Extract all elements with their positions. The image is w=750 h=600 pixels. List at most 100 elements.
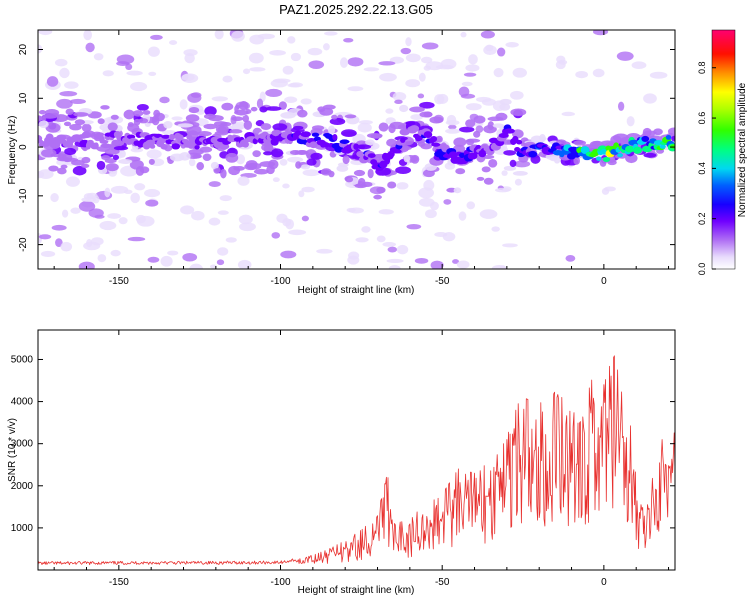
spectrogram-cell bbox=[417, 93, 425, 99]
spectrogram-cell bbox=[342, 155, 350, 165]
spectrogram-cell bbox=[55, 238, 63, 248]
spectrogram-cell bbox=[93, 142, 99, 150]
spectrogram-cell bbox=[510, 108, 527, 116]
spectrogram-cell bbox=[626, 116, 635, 127]
spectrogram-cell bbox=[295, 161, 302, 169]
spectrogram-cell bbox=[514, 178, 522, 186]
spectrogram-cell bbox=[409, 106, 425, 113]
spectrogram-cell bbox=[320, 142, 331, 148]
spectrogram-cell bbox=[182, 252, 198, 262]
spectrogram-cell bbox=[64, 147, 77, 156]
spectrogram-cell bbox=[458, 86, 470, 97]
spectrogram-cell bbox=[479, 209, 498, 219]
spectrogram-cell bbox=[231, 116, 244, 122]
spectrogram-cell bbox=[191, 210, 205, 221]
spectrogram-cell bbox=[239, 100, 249, 111]
spectrogram-cell bbox=[185, 114, 200, 123]
spectrogram-cell bbox=[260, 123, 272, 131]
spectrogram-cell bbox=[329, 117, 346, 126]
spectrogram-cell bbox=[45, 122, 61, 133]
spectrogram-cell bbox=[210, 161, 219, 170]
spectrogram-cell bbox=[183, 49, 198, 57]
spectrogram-y-tick-label: 20 bbox=[18, 44, 29, 56]
spectrogram-cell bbox=[610, 135, 622, 145]
spectrogram-cell bbox=[430, 136, 438, 143]
spectrogram-cell bbox=[558, 59, 568, 65]
colorbar-label: Normalized spectral amplitude bbox=[737, 82, 748, 217]
spectrogram-cell bbox=[144, 188, 161, 198]
spectrogram-cell bbox=[127, 236, 146, 242]
spectrogram-cell bbox=[160, 255, 173, 267]
spectrogram-cell bbox=[491, 226, 500, 232]
spectrogram-cell bbox=[237, 176, 250, 186]
spectrogram-cell bbox=[309, 141, 318, 149]
spectrogram-cell bbox=[389, 121, 405, 130]
spectrogram-cell bbox=[69, 98, 86, 105]
spectrogram-cell bbox=[343, 37, 354, 43]
spectrogram-cell bbox=[567, 152, 577, 160]
spectrogram-cell bbox=[61, 209, 69, 218]
spectrogram-cell bbox=[225, 237, 237, 243]
spectrogram-cell bbox=[357, 177, 366, 188]
spectrogram-cell bbox=[249, 34, 265, 45]
spectrogram-cell bbox=[171, 116, 183, 121]
spectrogram-cell bbox=[659, 144, 666, 149]
spectrogram-cell bbox=[96, 160, 106, 170]
spectrogram-cell bbox=[456, 260, 470, 269]
spectrogram-cell bbox=[216, 259, 225, 266]
spectrogram-cell bbox=[665, 134, 672, 140]
spectrogram-cell bbox=[376, 235, 386, 243]
spectrogram-cell bbox=[217, 247, 229, 256]
spectrogram-cell bbox=[418, 197, 435, 207]
spectrogram-cell bbox=[194, 145, 200, 150]
spectrogram-cell bbox=[357, 122, 372, 133]
colorbar-tick-label: 0.2 bbox=[697, 212, 707, 225]
spectrogram-cell bbox=[667, 127, 675, 136]
spectrogram-cell bbox=[204, 106, 217, 116]
spectrogram-cell bbox=[328, 170, 335, 178]
spectrogram-cell bbox=[181, 73, 195, 81]
spectrogram-cell bbox=[127, 122, 134, 127]
spectrogram-cell bbox=[118, 159, 133, 165]
spectrogram-cell bbox=[385, 108, 394, 114]
spectrogram-x-tick-label: 0 bbox=[601, 276, 607, 287]
spectrogram-cell bbox=[483, 45, 497, 56]
spectrogram-cell bbox=[78, 201, 96, 212]
spectrogram-cell bbox=[238, 214, 253, 225]
spectrogram-cell bbox=[168, 134, 175, 141]
spectrogram-cell bbox=[126, 70, 143, 76]
spectrogram-cell bbox=[595, 156, 602, 161]
spectrogram-cell bbox=[177, 123, 194, 128]
snr-x-tick-label: -100 bbox=[271, 577, 291, 588]
spectrogram-cell bbox=[580, 146, 590, 154]
spectrogram-cell bbox=[81, 197, 97, 203]
spectrogram-cell bbox=[481, 166, 491, 173]
spectrogram-data bbox=[38, 30, 675, 269]
spectrogram-cell bbox=[81, 123, 92, 133]
spectrogram-cell bbox=[405, 121, 416, 126]
spectrogram-cell bbox=[339, 57, 349, 68]
spectrogram-cell bbox=[387, 181, 397, 189]
spectrogram-cell bbox=[388, 265, 401, 269]
spectrogram-cell bbox=[65, 176, 80, 187]
spectrogram-cell bbox=[429, 116, 444, 124]
spectrogram-cell bbox=[242, 141, 249, 148]
snr-y-tick-label: 1000 bbox=[11, 523, 34, 534]
spectrogram-cell bbox=[378, 122, 389, 132]
spectrogram-cell bbox=[272, 177, 280, 183]
spectrogram-cell bbox=[301, 215, 309, 222]
spectrogram-cell bbox=[431, 142, 441, 147]
spectrogram-cell bbox=[418, 187, 435, 199]
snr-ticks: -150 -100 -50 0 1000 2000 3000 4000 5000 bbox=[11, 330, 675, 588]
spectrogram-cell bbox=[100, 105, 110, 110]
spectrogram-cell bbox=[616, 51, 634, 61]
spectrogram-cell bbox=[561, 111, 576, 117]
spectrogram-cell bbox=[331, 114, 338, 120]
spectrogram-cell bbox=[332, 134, 338, 141]
colorbar-tick-label: 0.0 bbox=[697, 263, 707, 276]
spectrogram-cell bbox=[48, 165, 59, 172]
spectrogram-cell bbox=[414, 257, 429, 264]
spectrogram-cell bbox=[528, 150, 538, 158]
spectrogram-cell bbox=[317, 106, 326, 113]
